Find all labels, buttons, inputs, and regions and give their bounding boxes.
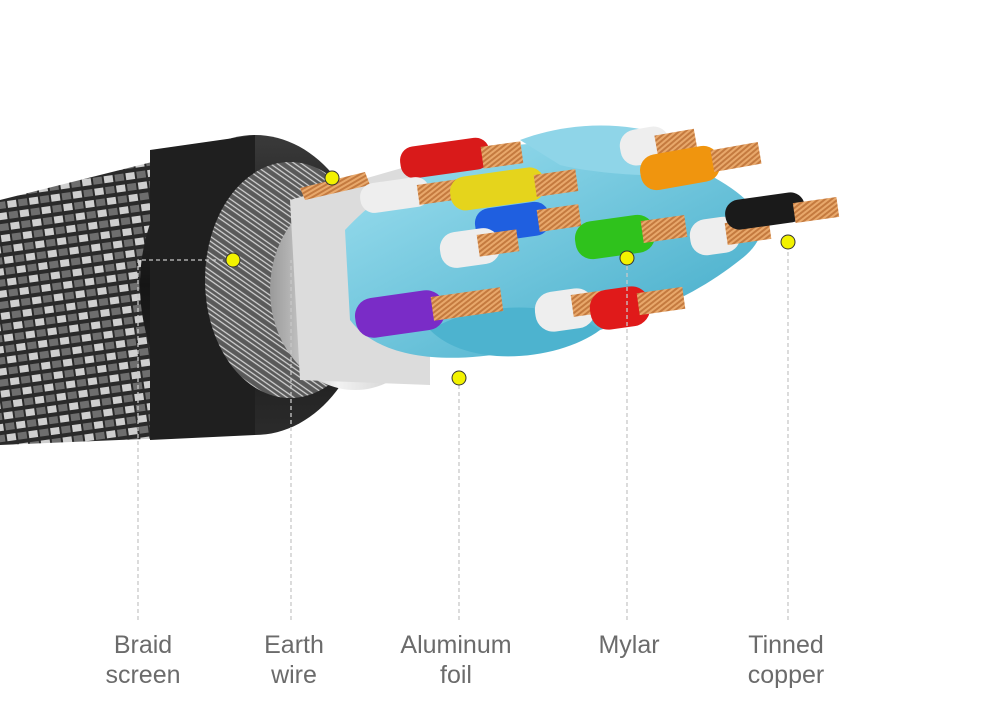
conductor-red-top bbox=[400, 137, 524, 179]
conductor-white-3 bbox=[439, 228, 520, 268]
label-copper-line2: copper bbox=[747, 661, 825, 689]
leader-line-braid bbox=[137, 259, 233, 620]
conductor-green bbox=[574, 214, 688, 260]
label-foil-line2: foil bbox=[440, 661, 472, 689]
conductor-orange bbox=[640, 141, 762, 191]
label-earth-wire: Earth wire bbox=[214, 630, 374, 690]
conductor-black bbox=[725, 192, 840, 230]
label-tinned-copper: Tinned copper bbox=[706, 630, 866, 690]
markers bbox=[225, 170, 796, 386]
marker-copper-dot bbox=[780, 234, 796, 250]
label-braid-screen: Braid screen bbox=[63, 630, 223, 690]
earth-wire bbox=[300, 172, 370, 200]
label-mylar: Mylar bbox=[549, 630, 709, 660]
leader-lines bbox=[137, 243, 789, 620]
label-foil-line1: Aluminum bbox=[400, 631, 512, 659]
marker-earth-dot bbox=[324, 170, 340, 186]
marker-braid-dot bbox=[225, 252, 241, 268]
label-earth-line1: Earth bbox=[264, 631, 324, 659]
label-braid-line1: Braid bbox=[113, 631, 173, 659]
marker-foil-dot bbox=[451, 370, 467, 386]
label-earth-line2: wire bbox=[271, 661, 317, 689]
label-aluminum-foil: Aluminum foil bbox=[376, 630, 536, 690]
conductor-white-1 bbox=[360, 177, 462, 213]
marker-mylar-dot bbox=[619, 250, 635, 266]
conductor-purple bbox=[354, 287, 504, 338]
label-braid-line2: screen bbox=[105, 661, 181, 689]
label-copper-line1: Tinned bbox=[748, 631, 824, 659]
label-mylar-line1: Mylar bbox=[598, 631, 660, 659]
conductor-yellow bbox=[450, 167, 579, 211]
conductor-red-bottom bbox=[589, 286, 686, 330]
